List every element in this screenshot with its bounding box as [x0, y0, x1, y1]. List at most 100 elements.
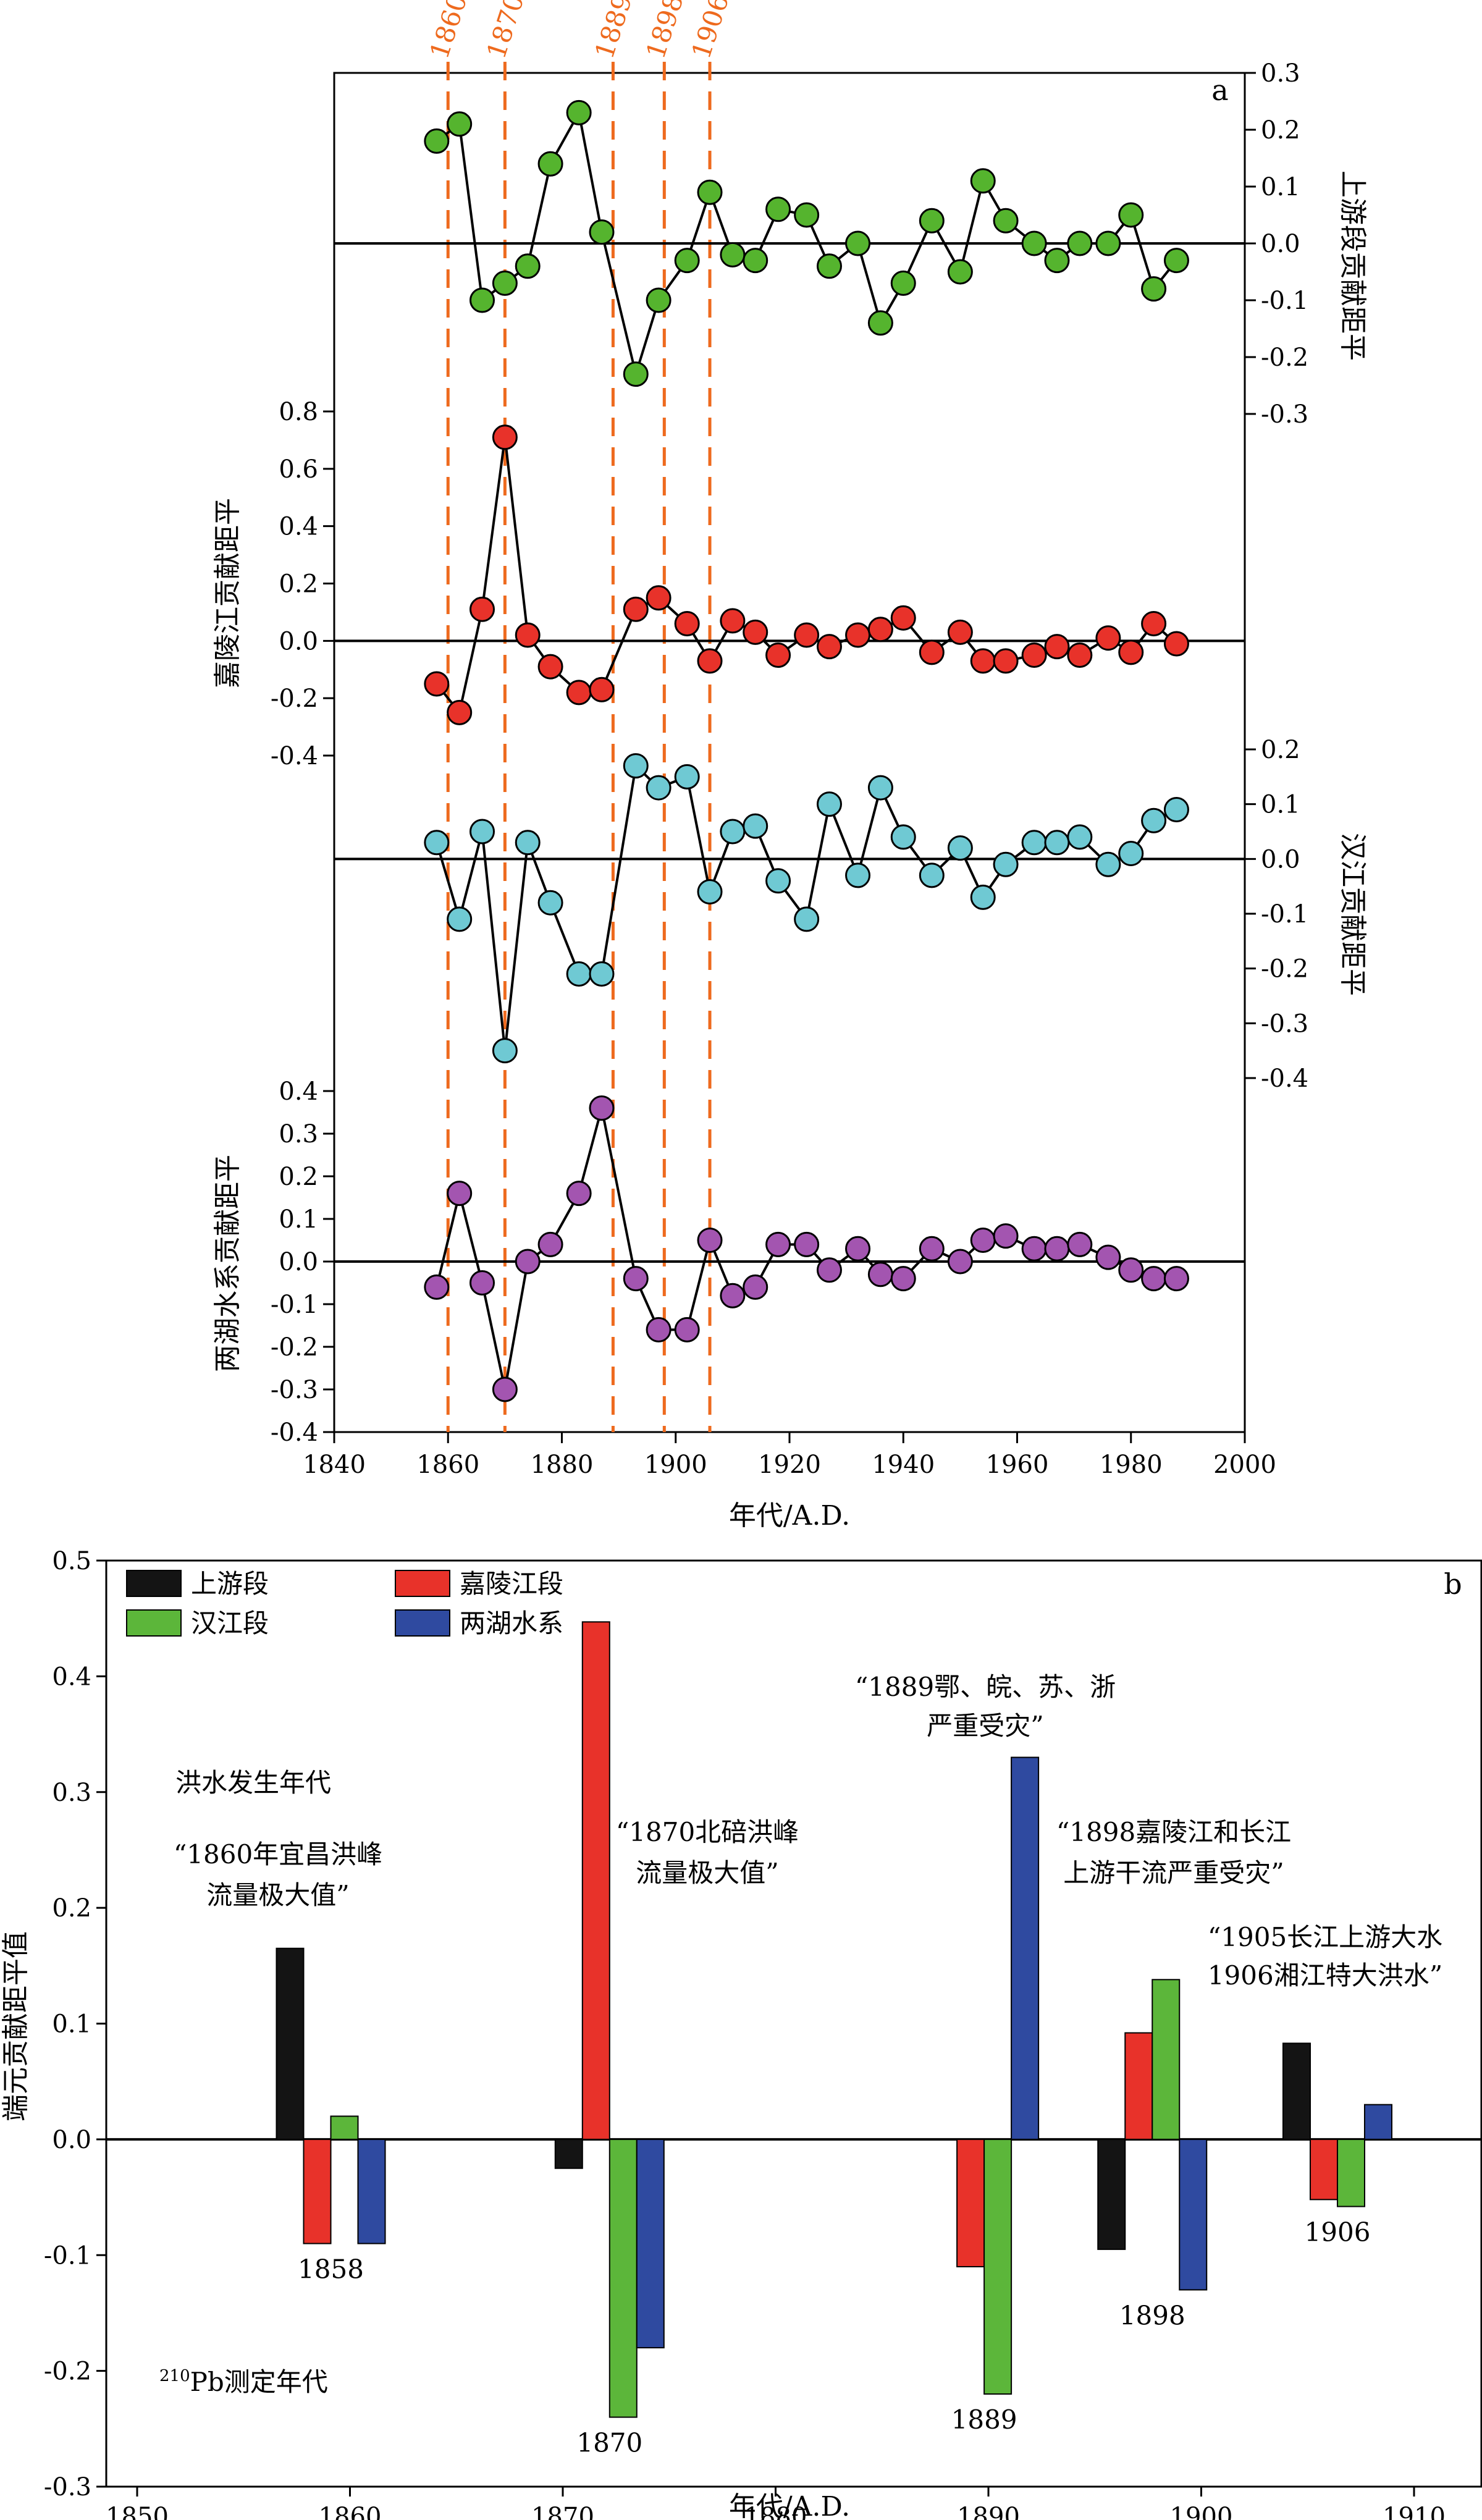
bar-1870-1	[554, 2138, 583, 2169]
data-point	[674, 1317, 700, 1342]
x-tick-label-b: 1890	[957, 2503, 1020, 2520]
data-point	[867, 617, 893, 643]
data-point	[515, 830, 541, 856]
data-point	[1163, 248, 1189, 274]
y-tick-label: -0.3	[1261, 400, 1308, 429]
data-point	[589, 219, 615, 245]
x-tick-label-a: 1860	[416, 1451, 479, 1479]
event-label-1898: 1898	[640, 0, 689, 62]
y-tick-label: -0.3	[271, 1376, 318, 1404]
data-point	[1118, 840, 1144, 866]
pb-text: Pb测定年代	[190, 2367, 328, 2397]
data-point	[1067, 824, 1093, 850]
data-point	[919, 639, 945, 665]
bar-1898-3	[1151, 1979, 1181, 2140]
data-point	[1118, 1257, 1144, 1283]
data-point	[1141, 807, 1167, 833]
data-point	[867, 1262, 893, 1287]
data-point	[646, 775, 672, 801]
data-point	[765, 1231, 791, 1257]
series-2: 0.8 0.6 0.4 0.2 0.0 -0.2 -0.4	[271, 398, 1245, 770]
data-point	[743, 248, 768, 274]
bar-1898-2	[1124, 2032, 1153, 2140]
bar-1898-4	[1179, 2138, 1208, 2291]
data-point	[697, 648, 723, 674]
group-label-1858: 1858	[298, 2254, 364, 2285]
data-point	[993, 648, 1019, 674]
y-tick-label-b: -0.3	[44, 2473, 91, 2501]
data-point	[1163, 1266, 1189, 1292]
y-tick-label-b: -0.1	[44, 2241, 91, 2270]
y-tick-label: 0.1	[279, 1205, 318, 1234]
x-axis-label-a: 年代/A.D.	[729, 1500, 850, 1532]
group-label-1870: 1870	[576, 2428, 642, 2458]
data-point	[1021, 830, 1047, 856]
data-point	[947, 619, 973, 645]
data-point	[845, 230, 871, 256]
data-point	[720, 608, 746, 634]
data-point	[919, 1236, 945, 1262]
data-point	[867, 775, 893, 801]
data-point	[469, 819, 495, 845]
data-point	[890, 605, 916, 631]
data-point	[794, 906, 820, 932]
data-point	[447, 699, 473, 725]
bar-1858-2	[303, 2138, 332, 2244]
data-point	[1141, 610, 1167, 636]
annotation-1870-line1: “1870北碚洪峰	[616, 1817, 799, 1847]
y-tick-label-b: 0.3	[52, 1779, 91, 1807]
data-point	[623, 361, 649, 387]
data-point	[492, 1038, 518, 1064]
data-point	[765, 868, 791, 894]
y-tick-label: 0.2	[279, 1163, 318, 1191]
y-label-jialing: 嘉陵江贡献距平	[212, 498, 243, 688]
x-tick-label-a: 1840	[303, 1451, 366, 1479]
data-point	[1095, 1244, 1121, 1270]
y-tick-label: -0.4	[1261, 1064, 1308, 1093]
y-tick-label: -0.4	[271, 1418, 318, 1447]
legend-swatch-1	[126, 1570, 182, 1597]
bar-1898-1	[1097, 2138, 1126, 2250]
y-tick-label: 0.0	[279, 1248, 318, 1276]
data-point	[674, 764, 700, 790]
data-point	[743, 813, 768, 839]
data-point	[845, 622, 871, 648]
data-point	[816, 1257, 842, 1283]
data-point	[1021, 643, 1047, 668]
panel-b-frame	[105, 1559, 1482, 2488]
annotation-1860-line2: 流量极大值”	[206, 1880, 349, 1910]
annotation-1889-line1: “1889鄂、皖、苏、浙	[855, 1672, 1116, 1702]
bar-1858-1	[276, 1947, 305, 2140]
y-tick-label-b: 0.1	[52, 2010, 91, 2039]
y-tick-label: -0.3	[1261, 1009, 1308, 1038]
x-tick-label-b: 1900	[1170, 2503, 1233, 2520]
data-point	[1044, 634, 1070, 660]
data-point	[1044, 1236, 1070, 1262]
data-point	[492, 270, 518, 296]
y-tick-label: 0.3	[1261, 59, 1300, 88]
data-point	[566, 680, 592, 706]
data-point	[743, 619, 768, 645]
group-label-1889: 1889	[951, 2404, 1017, 2435]
data-point	[1141, 276, 1167, 302]
data-point	[646, 287, 672, 313]
data-point	[589, 676, 615, 702]
legend-label-4: 两湖水系	[460, 1608, 563, 1638]
group-label-1898: 1898	[1119, 2300, 1185, 2330]
annotation-1860-line1: “1860年宜昌洪峰	[174, 1839, 382, 1869]
data-point	[646, 585, 672, 611]
data-point	[424, 830, 450, 856]
x-tick-label-b: 1870	[531, 2503, 594, 2520]
data-point	[816, 253, 842, 279]
data-point	[1163, 631, 1189, 657]
data-point	[492, 424, 518, 450]
event-label-1906: 1906	[686, 0, 735, 62]
data-point	[566, 99, 592, 125]
y-tick-label-b: 0.4	[52, 1662, 91, 1691]
panel-a-label: a	[1211, 74, 1228, 107]
data-point	[970, 168, 996, 194]
data-point	[720, 242, 746, 268]
annotation-1898-line1: “1898嘉陵江和长江	[1056, 1817, 1291, 1847]
bar-1858-3	[330, 2115, 359, 2140]
